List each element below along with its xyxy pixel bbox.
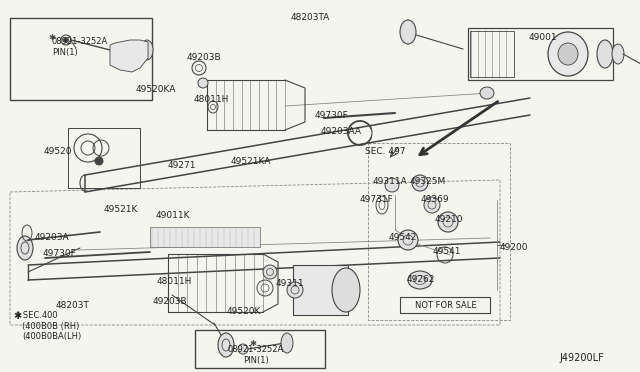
Text: ✱: ✱	[250, 340, 257, 349]
Text: 49542: 49542	[389, 232, 417, 241]
Text: ✱: ✱	[49, 32, 56, 42]
Ellipse shape	[332, 268, 360, 312]
Text: (400B0B (RH): (400B0B (RH)	[22, 321, 79, 330]
Polygon shape	[110, 40, 148, 72]
Ellipse shape	[597, 40, 613, 68]
Text: NOT FOR SALE: NOT FOR SALE	[415, 301, 477, 310]
Bar	[10, 18, 152, 100]
Text: 49271: 49271	[168, 161, 196, 170]
Text: 49731F: 49731F	[359, 195, 393, 203]
Text: (400B0BA(LH): (400B0BA(LH)	[22, 331, 81, 340]
Bar	[68, 128, 140, 188]
Text: PIN(1): PIN(1)	[52, 48, 77, 57]
Text: 49311: 49311	[276, 279, 304, 288]
Ellipse shape	[424, 197, 440, 213]
Ellipse shape	[412, 175, 428, 191]
Text: 49203B: 49203B	[153, 296, 188, 305]
Ellipse shape	[141, 40, 153, 60]
Text: 48011H: 48011H	[156, 278, 192, 286]
Text: 49262: 49262	[407, 276, 435, 285]
Text: 49520: 49520	[44, 148, 72, 157]
Ellipse shape	[198, 78, 208, 88]
Bar	[470, 31, 514, 77]
Ellipse shape	[385, 178, 399, 192]
Text: 49369: 49369	[420, 196, 449, 205]
Text: SEC. 497: SEC. 497	[365, 148, 405, 157]
Text: 49203B: 49203B	[187, 52, 221, 61]
Text: 49325M: 49325M	[410, 176, 446, 186]
Bar	[293, 265, 348, 315]
Bar	[150, 227, 260, 247]
Ellipse shape	[612, 44, 624, 64]
Text: 49730F: 49730F	[314, 110, 348, 119]
Ellipse shape	[17, 236, 33, 260]
Ellipse shape	[263, 265, 277, 279]
Ellipse shape	[400, 20, 416, 44]
Text: 48203TA: 48203TA	[291, 13, 330, 22]
Text: 49730F: 49730F	[42, 250, 76, 259]
Text: 49520KA: 49520KA	[136, 86, 176, 94]
Ellipse shape	[398, 230, 418, 250]
Ellipse shape	[218, 333, 234, 357]
Text: 49520K: 49520K	[227, 307, 261, 315]
Text: 48203T: 48203T	[56, 301, 90, 310]
Ellipse shape	[281, 333, 293, 353]
Text: J49200LF: J49200LF	[559, 353, 604, 363]
Text: 49521K: 49521K	[104, 205, 138, 215]
Ellipse shape	[63, 38, 68, 42]
Text: 49521KA: 49521KA	[231, 157, 271, 167]
Text: 49200: 49200	[500, 244, 529, 253]
Text: 08921-3252A: 08921-3252A	[228, 344, 284, 353]
Text: PIN(1): PIN(1)	[243, 356, 269, 365]
Ellipse shape	[480, 87, 494, 99]
Ellipse shape	[548, 32, 588, 76]
Text: 49203AA: 49203AA	[321, 126, 362, 135]
Text: ✱: ✱	[13, 311, 21, 321]
Text: 49311A: 49311A	[372, 176, 408, 186]
Text: 08921-3252A: 08921-3252A	[52, 38, 108, 46]
Text: 49001: 49001	[529, 33, 557, 42]
Ellipse shape	[287, 282, 303, 298]
Bar	[400, 297, 490, 313]
Text: 49203A: 49203A	[35, 232, 69, 241]
Ellipse shape	[558, 43, 578, 65]
Text: 49210: 49210	[435, 215, 463, 224]
Text: 49541: 49541	[433, 247, 461, 257]
Ellipse shape	[438, 212, 458, 232]
Ellipse shape	[95, 157, 103, 165]
Text: 49011K: 49011K	[156, 211, 190, 219]
Ellipse shape	[408, 271, 432, 289]
Bar	[195, 330, 325, 368]
Bar	[468, 28, 613, 80]
Ellipse shape	[238, 344, 248, 354]
Text: 48011H: 48011H	[193, 96, 228, 105]
Text: * SEC.400: * SEC.400	[16, 311, 58, 321]
